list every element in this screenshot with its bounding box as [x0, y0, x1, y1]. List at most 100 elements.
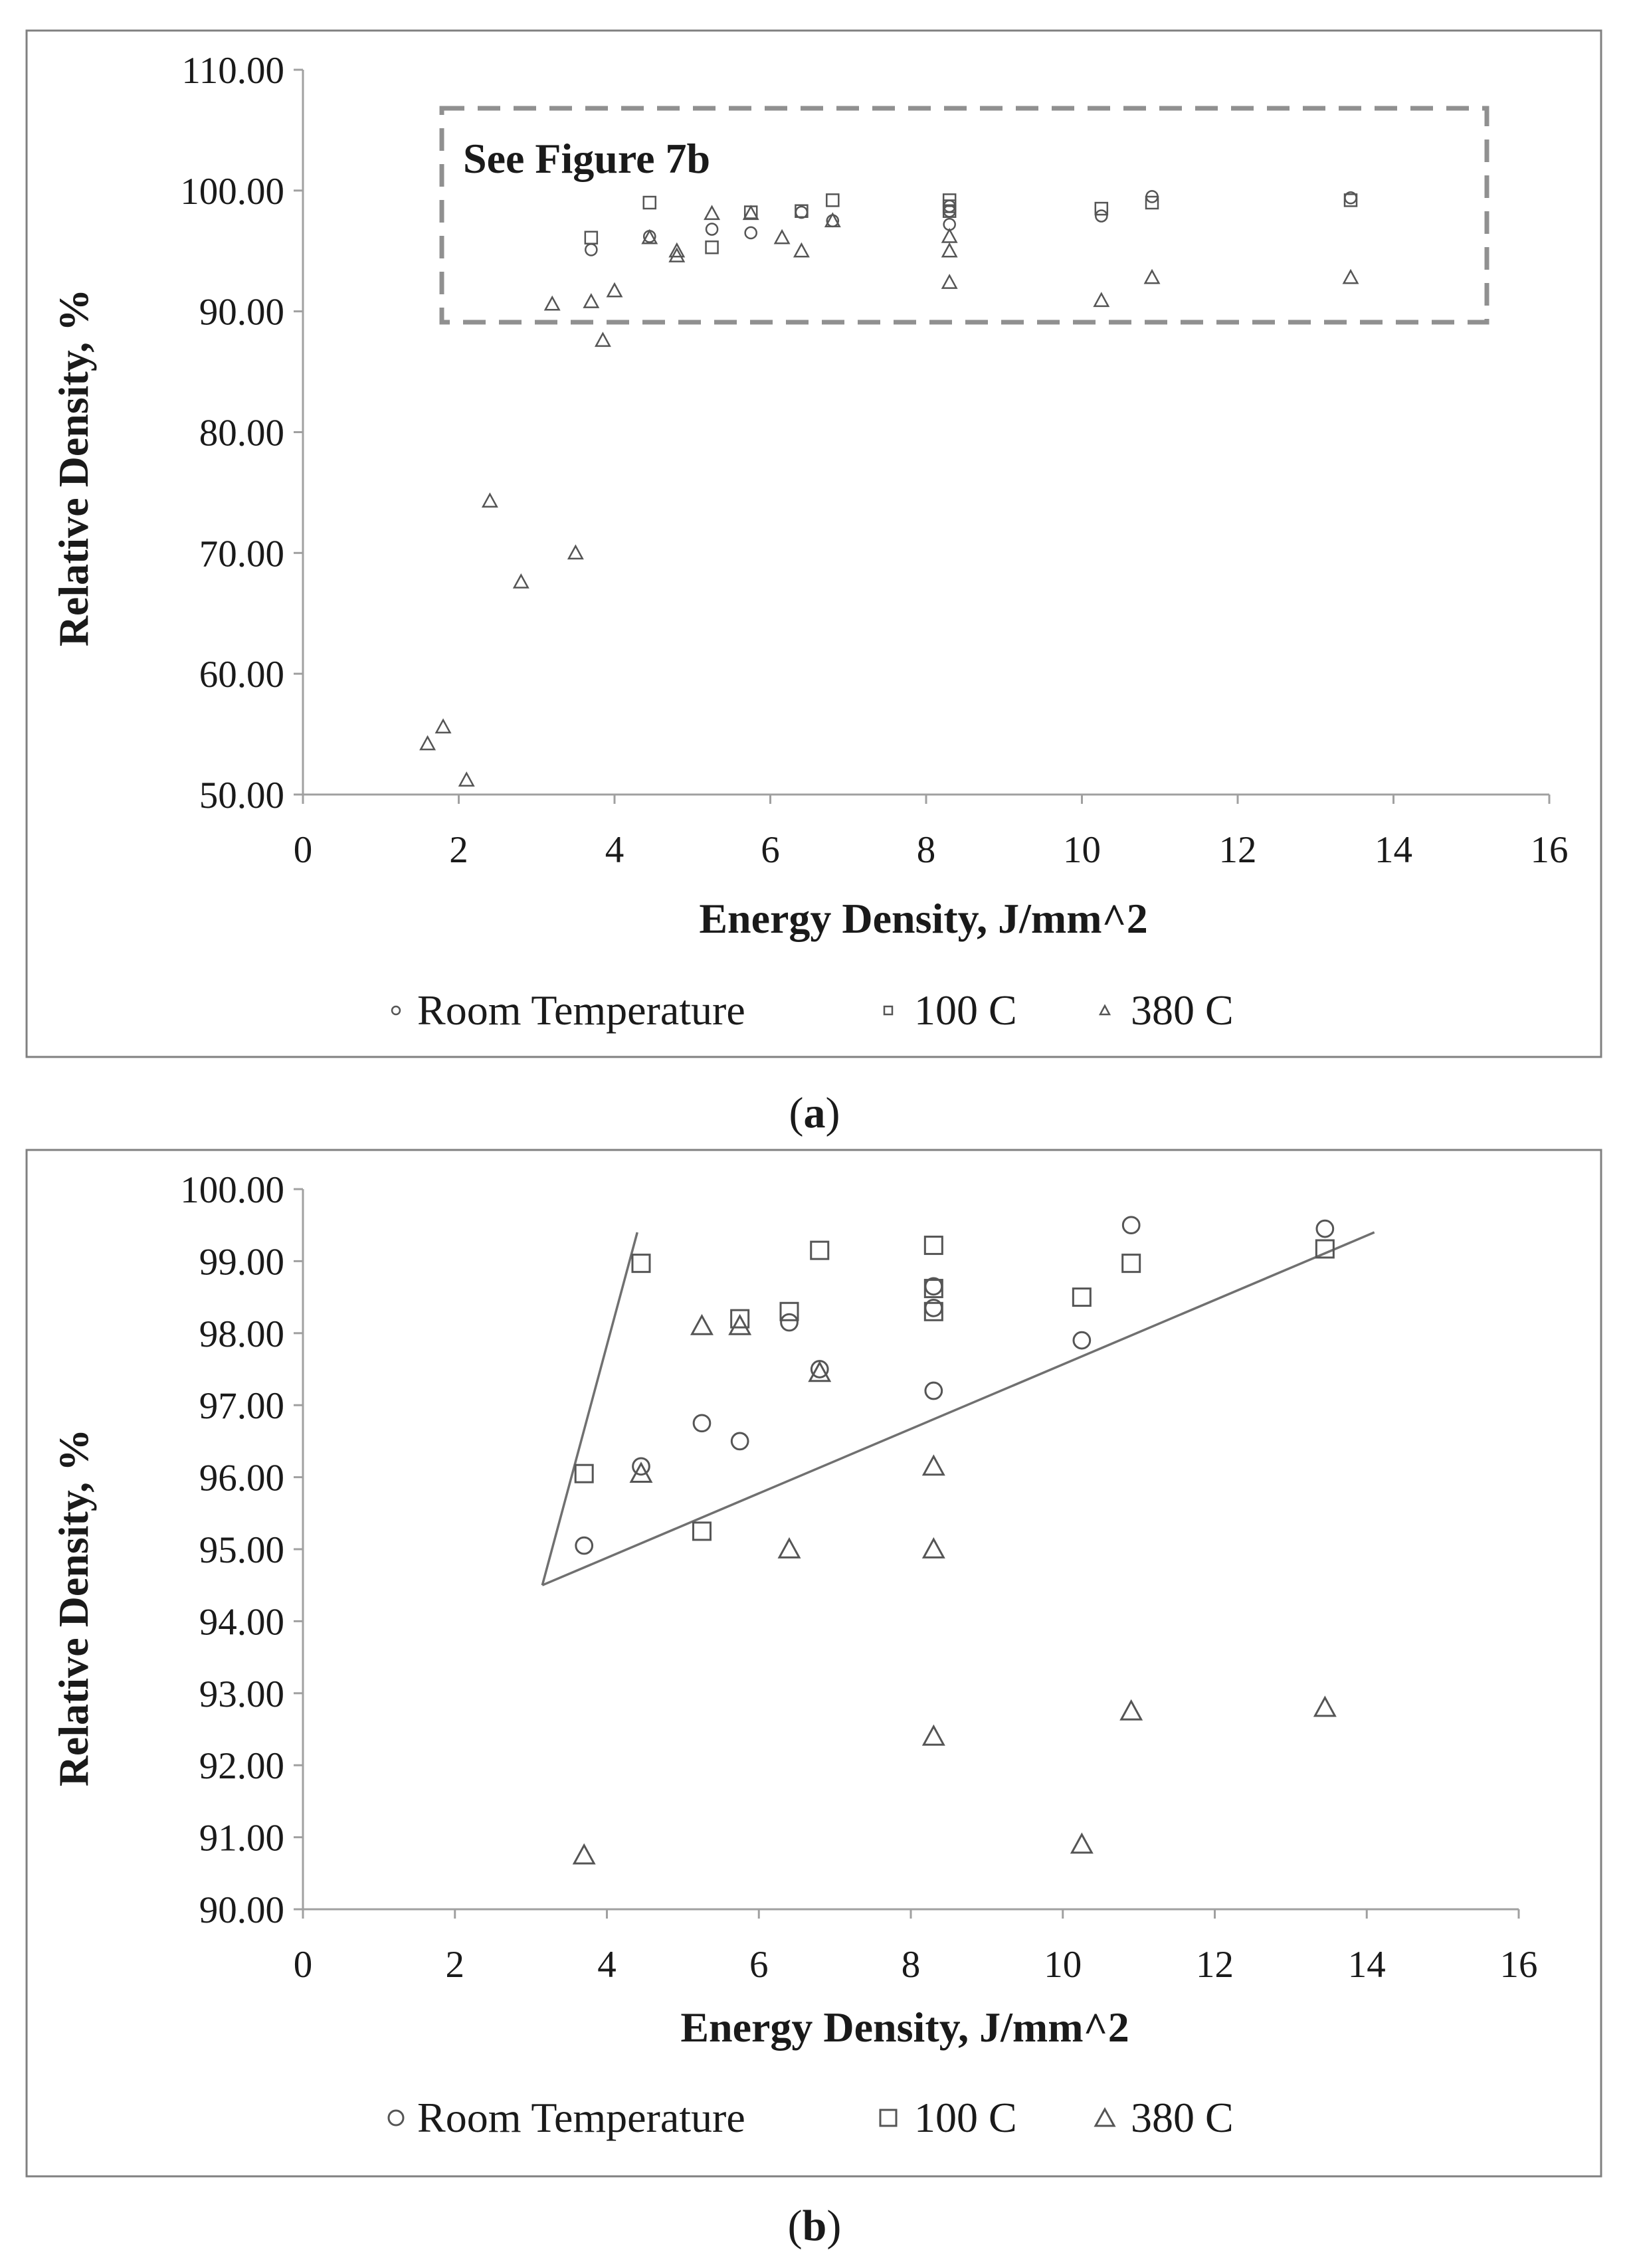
panel-b-point-circle	[1315, 1219, 1335, 1238]
panel-b-point-triangle	[629, 1462, 653, 1483]
panel-b-point-circle	[730, 1432, 749, 1451]
panel-a-legend-marker-380c	[1098, 1004, 1111, 1016]
panel-a-point-triangle	[543, 295, 561, 311]
panel-a-y-tick-label: 50.00	[199, 775, 284, 816]
panel-b-legend-label-room-temperature: Room Temperature	[417, 2094, 745, 2141]
panel-b-y-tick-label: 100.00	[180, 1169, 284, 1211]
panel-a-point-triangle	[704, 205, 721, 221]
panel-b-point-triangle	[690, 1313, 714, 1335]
panel-b-x-axis-title: Energy Density, J/mm^2	[680, 2004, 1129, 2051]
panel-b-point-triangle	[1119, 1699, 1143, 1721]
panel-b-tick-labels: 90.00 91.00 92.00 93.00 94.00 95.00 96.00 97.00…	[180, 1169, 1537, 1986]
panel-a-point-triangle	[668, 247, 686, 262]
panel-b-axes	[294, 1188, 1520, 1919]
panel-a-points	[419, 190, 1359, 787]
panel-a-point-triangle	[742, 205, 759, 221]
panel-b-point-square	[730, 1309, 750, 1329]
panel-a-x-tick-label: 4	[605, 829, 624, 871]
panel-a-point-square	[584, 231, 599, 244]
panel-a-legend-label-room-temperature: Room Temperature	[417, 987, 745, 1034]
panel-b-frame	[25, 1149, 1602, 2178]
panel-b-legend-marker-380c	[1094, 2107, 1116, 2127]
panel-a-point-triangle	[793, 242, 810, 258]
panel-a-point-square	[826, 193, 840, 207]
panel-a-point-square	[705, 240, 719, 254]
panel-a-point-triangle	[594, 331, 611, 347]
panel-a-point-triangle	[824, 212, 841, 228]
panel-a-point-square	[942, 193, 957, 207]
panel-a-point-triangle	[567, 544, 584, 560]
panel-b-x-tick-label: 16	[1500, 1944, 1538, 1986]
panel-a-point-square	[795, 204, 809, 218]
panel-a-point-triangle	[668, 242, 686, 258]
panel-a-y-tick-label: 100.00	[180, 171, 284, 213]
panel-a-point-triangle	[941, 274, 958, 289]
panel-a-frame	[25, 29, 1602, 1058]
panel-b-caption: (b)	[788, 2202, 842, 2250]
panel-a-x-tick-label: 2	[449, 829, 468, 871]
panel-a-zoom-region-box	[439, 106, 1489, 325]
panel-a-point-circle	[1095, 209, 1108, 223]
panel-b-guide-lines	[541, 1231, 1375, 1586]
panel-a-x-tick-label: 12	[1219, 829, 1257, 871]
panel-b-guide-line	[541, 1232, 638, 1586]
panel-a-point-circle	[705, 223, 719, 236]
panel-a-point-square	[1145, 195, 1159, 210]
panel-b-legend-label-100c: 100 C	[914, 2094, 1017, 2141]
panel-b-point-square	[923, 1279, 943, 1299]
panel-b-point-square	[810, 1240, 830, 1260]
panel-b-x-tick-label: 8	[902, 1944, 921, 1986]
panel-b-point-triangle	[921, 1454, 945, 1476]
panel-b-caption-letter: b	[803, 2202, 827, 2250]
panel-a-point-triangle	[941, 227, 958, 243]
panel-b-point-triangle	[808, 1361, 832, 1382]
panel-b-y-tick-label: 92.00	[199, 1745, 284, 1787]
panel-b-points	[572, 1216, 1337, 1865]
panel-a-caption-letter: a	[804, 1089, 826, 1137]
panel-b-point-square	[923, 1236, 943, 1256]
panel-b: 90.00 91.00 92.00 93.00 94.00 95.00 96.00 97.00…	[25, 1149, 1602, 2178]
panel-b-point-circle	[924, 1381, 943, 1400]
panel-b-point-circle	[1072, 1331, 1092, 1350]
panel-b-point-square	[1121, 1254, 1141, 1274]
panel-a-point-triangle	[481, 492, 498, 508]
panel-b-x-tick-label: 10	[1044, 1944, 1082, 1986]
panel-b-point-triangle	[572, 1843, 596, 1865]
panel-b-point-circle	[692, 1414, 712, 1433]
panel-b-point-triangle	[1313, 1695, 1337, 1717]
panel-a-point-triangle	[941, 242, 958, 258]
panel-a-tick-labels: 50.00 60.00 70.00 80.00 90.00 100.00 110.00 0 2 4…	[180, 50, 1568, 871]
panel-b-point-square	[631, 1254, 651, 1274]
panel-b-y-tick-label: 97.00	[199, 1385, 284, 1427]
panel-b-x-tick-label: 12	[1196, 1944, 1234, 1986]
panel-a-y-tick-label: 60.00	[199, 654, 284, 696]
panel-a-x-axis-title: Energy Density, J/mm^2	[699, 895, 1147, 942]
panel-b-y-tick-label: 95.00	[199, 1529, 284, 1571]
panel-a-point-square	[642, 195, 657, 210]
panel-a-point-triangle	[606, 282, 623, 298]
panel-b-x-tick-label: 2	[446, 1944, 465, 1986]
panel-b-point-triangle	[921, 1724, 945, 1746]
panel-b-y-tick-label: 98.00	[199, 1313, 284, 1355]
panel-a-y-tick-label: 80.00	[199, 413, 284, 454]
panel-a-x-tick-label: 6	[761, 829, 780, 871]
panel-a-point-triangle	[1342, 268, 1359, 284]
panel-a-point-triangle	[419, 735, 436, 751]
panel-b-point-triangle	[1070, 1832, 1094, 1854]
panel-b-point-circle	[780, 1313, 799, 1332]
panel-b-y-tick-label: 91.00	[199, 1818, 284, 1859]
panel-a-x-tick-label: 0	[294, 829, 313, 871]
panel-b-point-square	[923, 1301, 943, 1321]
panel-b-point-circle	[632, 1457, 650, 1476]
panel-a-axes	[294, 68, 1551, 804]
panel-b-y-tick-label: 90.00	[199, 1889, 284, 1931]
panel-a-point-triangle	[1093, 292, 1110, 308]
panel-a-point-triangle	[583, 293, 600, 308]
panel-b-y-axis-title: Relative Density, %	[50, 1429, 97, 1787]
panel-b-y-tick-label: 93.00	[199, 1673, 284, 1715]
panel-a-y-axis-title: Relative Density, %	[50, 289, 97, 647]
panel-b-x-tick-label: 6	[749, 1944, 769, 1986]
panel-a-legend: Room Temperature 100 C 380 C	[391, 987, 1234, 1034]
panel-b-legend-label-380c: 380 C	[1131, 2094, 1234, 2141]
